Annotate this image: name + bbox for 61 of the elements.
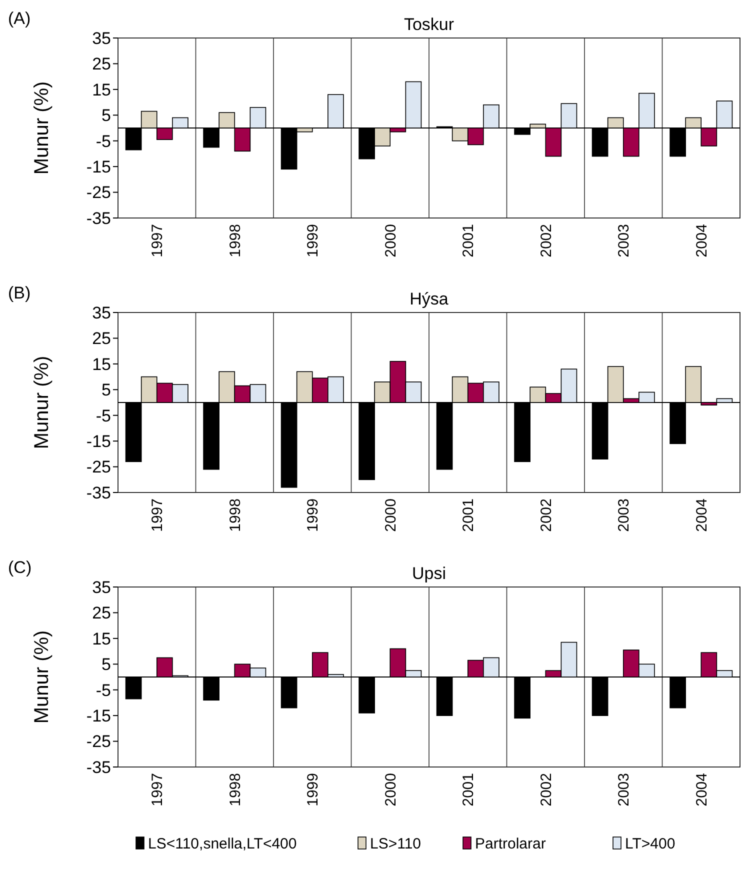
y-axis-title: Munur (%)	[31, 81, 53, 175]
x-tick-label: 2001	[460, 224, 478, 258]
x-tick-label: 1998	[226, 224, 244, 258]
x-tick-label: 2001	[460, 498, 478, 532]
y-tick-label: 25	[92, 329, 111, 348]
y-axis-title: Munur (%)	[31, 356, 53, 450]
y-tick-label: 5	[102, 106, 111, 126]
y-tick-label: -25	[86, 732, 111, 752]
y-tick-label: 35	[92, 303, 111, 322]
x-tick-label: 1998	[226, 498, 244, 532]
x-tick-label: 2004	[693, 773, 710, 806]
x-tick-label: 1999	[304, 498, 322, 532]
y-tick-label: -15	[86, 158, 111, 177]
legend-label: LT>400	[625, 835, 676, 852]
chart-title: Hýsa	[410, 290, 449, 308]
y-tick-label: -35	[86, 208, 111, 228]
y-tick-label: -35	[86, 758, 111, 777]
x-tick-label: 1999	[304, 773, 322, 806]
x-tick-label: 2002	[538, 498, 555, 532]
chart-title: Upsi	[412, 564, 446, 583]
x-tick-label: 1997	[149, 773, 166, 806]
legend-label: LS>110	[370, 835, 422, 852]
text: (C)	[8, 558, 32, 577]
y-tick-label: -5	[96, 406, 111, 426]
x-tick-label: 2001	[460, 773, 478, 806]
y-tick-label: -25	[86, 183, 111, 202]
y-tick-label: -25	[86, 458, 111, 477]
x-tick-label: 2000	[382, 773, 400, 806]
y-tick-label: -5	[96, 132, 111, 151]
y-tick-label: 5	[102, 380, 111, 400]
x-tick-label: 2000	[382, 224, 400, 258]
x-tick-label: 2004	[693, 498, 710, 532]
y-tick-label: 25	[92, 54, 111, 74]
x-tick-label: 1997	[149, 498, 166, 532]
text: (A)	[8, 9, 31, 28]
y-tick-label: 35	[92, 578, 111, 597]
y-tick-label: 25	[92, 604, 111, 623]
x-tick-label: 1997	[149, 224, 166, 258]
x-tick-label: 2003	[616, 773, 633, 806]
y-tick-label: -15	[86, 706, 111, 726]
y-tick-label: -5	[96, 680, 111, 700]
x-tick-label: 2000	[382, 498, 400, 532]
y-tick-label: 15	[92, 629, 111, 648]
text: (B)	[8, 284, 31, 302]
chart-title: Toskur	[404, 15, 454, 34]
x-tick-label: 1998	[226, 773, 244, 806]
y-tick-label: 35	[92, 28, 111, 48]
y-tick-label: 15	[92, 80, 111, 100]
y-axis-title: Munur (%)	[31, 630, 53, 724]
legend-label: LS<110,snella,LT<400	[148, 835, 297, 852]
y-tick-label: -15	[86, 432, 111, 452]
y-tick-label: 15	[92, 354, 111, 374]
x-tick-label: 2002	[538, 224, 555, 258]
x-tick-label: 2003	[616, 498, 633, 532]
x-tick-label: 2004	[693, 224, 710, 258]
y-tick-label: -35	[86, 483, 111, 502]
y-tick-label: 5	[102, 655, 111, 674]
legend-label: Partrolarar	[475, 835, 546, 852]
x-tick-label: 2003	[616, 224, 633, 258]
x-tick-label: 2002	[538, 773, 555, 806]
x-tick-label: 1999	[304, 224, 322, 258]
